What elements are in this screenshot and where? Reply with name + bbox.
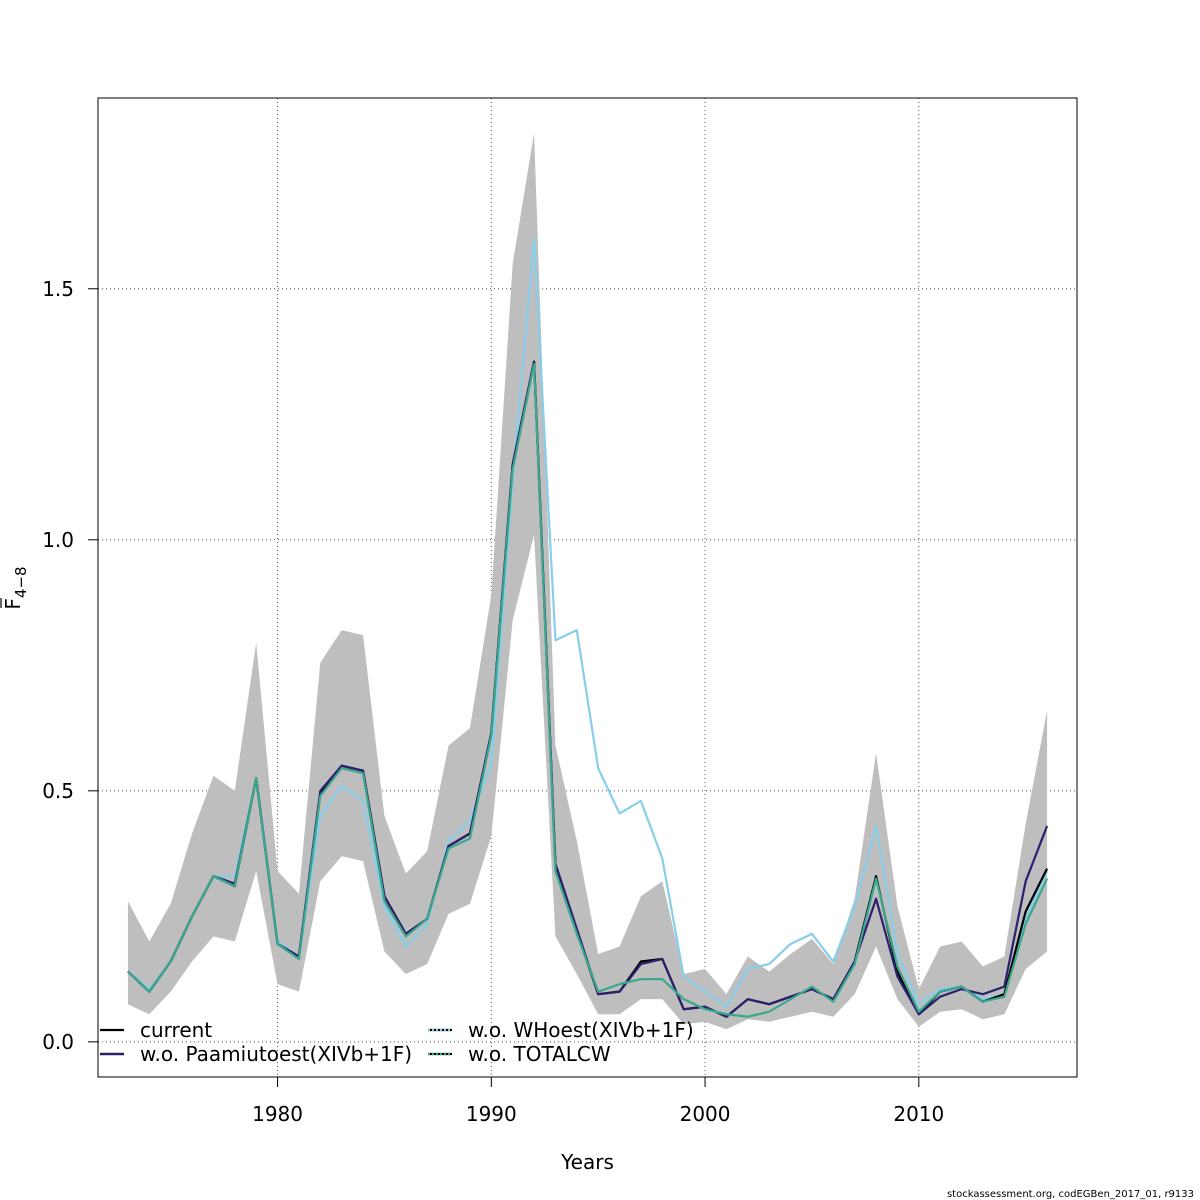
confidence-band-layer [127,133,1048,1030]
legend-item: w.o. WHoest(XIVb+1F) [428,1018,694,1042]
plot-frame [97,97,1078,1078]
legend-label: current [140,1018,212,1042]
y-tick-label: 0.5 [42,779,74,803]
legend-item: w.o. TOTALCW [428,1042,611,1066]
legend-item: w.o. Paamiutoest(XIVb+1F) [100,1042,412,1066]
y-axis: 0.0 0.5 1.0 1.5 [42,277,98,1054]
series-layer [127,237,1049,1018]
y-tick-label: 1.5 [42,277,74,301]
confidence-band [127,133,1048,1030]
y-tick-label: 0.0 [42,1030,74,1054]
y-axis-title: F4−8 [0,566,30,610]
legend-item: current [100,1018,212,1042]
y-axis-title-main: F [1,598,25,610]
y-tick-label: 1.0 [42,528,74,552]
legend-label: w.o. Paamiutoest(XIVb+1F) [140,1042,412,1066]
legend-label: w.o. TOTALCW [468,1042,611,1066]
footer-credit: stockassessment.org, codEGBen_2017_01, r… [947,1189,1194,1200]
legend-label: w.o. WHoest(XIVb+1F) [468,1018,694,1042]
x-tick-label: 1990 [466,1102,517,1126]
x-tick-label: 2010 [893,1102,944,1126]
y-axis-title-subscript: 4−8 [12,566,30,598]
series-line-w-o-whoest-xivb-1f [127,237,1049,1008]
svg-text:F4−8: F4−8 [1,566,30,609]
x-tick-label: 1980 [252,1102,303,1126]
x-axis: 1980 1990 2000 2010 [252,1077,944,1126]
series-line-w-o-totalcw [127,362,1049,1018]
x-tick-label: 2000 [680,1102,731,1126]
x-axis-title: Years [560,1150,614,1174]
